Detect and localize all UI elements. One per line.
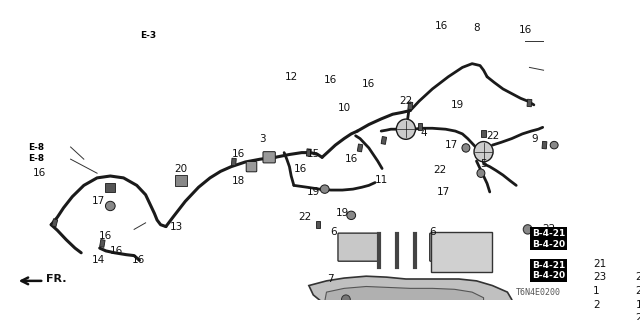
Bar [175, 175, 187, 186]
Ellipse shape [568, 272, 582, 280]
FancyBboxPatch shape [246, 162, 257, 172]
Bar [357, 144, 363, 152]
Text: 13: 13 [170, 221, 183, 232]
Ellipse shape [611, 272, 625, 280]
Text: 6: 6 [429, 227, 436, 237]
Ellipse shape [611, 286, 625, 294]
Text: 21: 21 [593, 259, 606, 269]
Ellipse shape [320, 185, 329, 193]
Ellipse shape [106, 201, 115, 211]
Text: 7: 7 [328, 274, 334, 284]
Text: 22: 22 [399, 96, 413, 106]
Bar [307, 149, 311, 156]
Ellipse shape [477, 169, 485, 177]
Ellipse shape [347, 211, 356, 220]
Text: 22: 22 [433, 165, 446, 175]
Text: 22: 22 [486, 131, 499, 141]
Ellipse shape [462, 144, 470, 152]
Text: 6: 6 [330, 227, 337, 237]
Bar [408, 102, 413, 109]
Text: 19: 19 [336, 208, 349, 219]
Text: 19: 19 [307, 187, 320, 197]
Bar [431, 232, 492, 271]
Bar [381, 137, 387, 144]
Text: B-4-20: B-4-20 [532, 271, 565, 280]
Text: 18: 18 [232, 176, 245, 186]
Bar [611, 300, 625, 309]
Bar [481, 130, 486, 138]
Text: 1: 1 [593, 286, 600, 296]
Text: 16: 16 [110, 246, 123, 256]
Text: B-4-21: B-4-21 [532, 261, 565, 270]
Text: 14: 14 [92, 255, 106, 265]
Text: 15: 15 [307, 149, 320, 159]
Bar [568, 285, 582, 295]
Text: 16: 16 [362, 79, 376, 89]
Text: 23: 23 [593, 272, 606, 282]
Text: 10: 10 [337, 103, 351, 113]
Text: 2: 2 [636, 313, 640, 320]
Text: 1: 1 [636, 300, 640, 310]
Text: 17: 17 [92, 196, 106, 206]
Bar [316, 221, 320, 228]
Text: 22: 22 [542, 224, 555, 234]
Text: 11: 11 [374, 175, 388, 185]
Text: T6N4E0200: T6N4E0200 [515, 288, 561, 297]
Text: 16: 16 [518, 25, 532, 35]
Text: B-4-21: B-4-21 [532, 229, 565, 238]
Bar [527, 99, 532, 107]
Circle shape [373, 314, 386, 320]
Text: 16: 16 [435, 21, 448, 31]
Text: E-8: E-8 [28, 154, 44, 163]
Bar [232, 158, 236, 166]
Ellipse shape [550, 141, 558, 149]
Text: 16: 16 [293, 164, 307, 173]
Circle shape [571, 300, 580, 309]
Text: 16: 16 [33, 168, 46, 178]
Text: 16: 16 [344, 154, 358, 164]
Circle shape [613, 314, 622, 320]
FancyBboxPatch shape [263, 152, 275, 163]
Text: E-8: E-8 [28, 143, 44, 152]
Text: 23: 23 [636, 286, 640, 296]
Polygon shape [309, 276, 512, 320]
Text: 17: 17 [445, 140, 458, 150]
Text: 3: 3 [260, 133, 266, 144]
Text: 17: 17 [436, 187, 450, 197]
Circle shape [336, 302, 349, 316]
Text: 22: 22 [298, 212, 311, 222]
Circle shape [342, 295, 350, 304]
Text: 9: 9 [531, 133, 538, 144]
Circle shape [426, 314, 438, 320]
Text: 16: 16 [232, 149, 245, 159]
Text: 21: 21 [636, 272, 640, 282]
Polygon shape [324, 286, 484, 320]
Text: 2: 2 [593, 300, 600, 310]
Circle shape [524, 225, 532, 234]
Text: 16: 16 [132, 255, 145, 265]
Bar [542, 141, 547, 149]
Text: 19: 19 [451, 100, 464, 110]
Circle shape [470, 302, 483, 316]
Bar [418, 123, 422, 130]
Bar [100, 239, 105, 247]
Bar [106, 183, 115, 192]
Ellipse shape [568, 260, 582, 268]
Circle shape [474, 141, 493, 162]
Text: 12: 12 [285, 72, 298, 82]
Text: 20: 20 [174, 164, 188, 173]
Text: 8: 8 [473, 23, 480, 33]
Bar [52, 219, 58, 227]
Text: 4: 4 [420, 128, 427, 138]
Text: B-4-20: B-4-20 [532, 240, 565, 249]
FancyBboxPatch shape [429, 233, 474, 261]
Text: FR.: FR. [46, 274, 67, 284]
Text: 5: 5 [480, 159, 487, 169]
FancyBboxPatch shape [338, 233, 380, 261]
Text: 16: 16 [324, 75, 337, 84]
Circle shape [396, 119, 415, 139]
Text: 16: 16 [99, 231, 113, 241]
Text: E-3: E-3 [140, 31, 156, 40]
